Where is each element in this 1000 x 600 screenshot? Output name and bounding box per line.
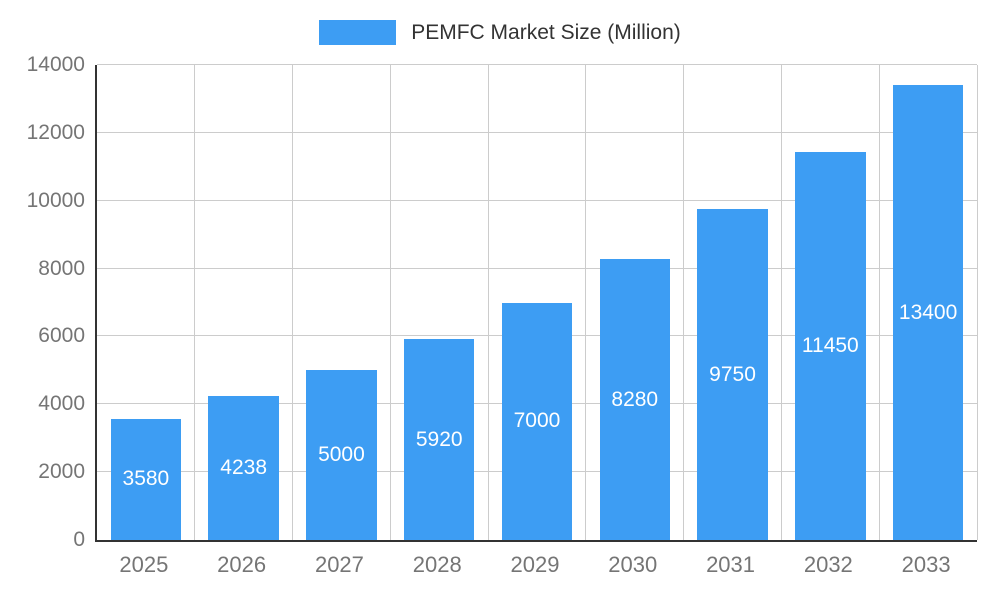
bar: 9750 [697,209,768,540]
legend-label: PEMFC Market Size (Million) [411,20,681,44]
y-tick-label: 4000 [38,392,85,416]
bar: 11450 [795,151,866,540]
bar: 3580 [110,418,182,540]
x-tick-label: 2029 [510,552,560,577]
y-tick-label: 2000 [38,460,85,484]
bar: 5920 [404,339,475,540]
bar-value-label: 13400 [898,300,958,324]
x-tick-label: 2032 [803,552,853,577]
bar-value-label: 9750 [709,362,756,386]
x-tick-label: 2033 [901,552,951,577]
bar-value-label: 5000 [318,443,365,467]
y-tick-label: 14000 [26,53,85,76]
y-tick-label: 10000 [26,188,85,212]
y-tick-label: 12000 [26,120,85,144]
y-tick-label: 0 [73,528,85,551]
bar-value-label: 5920 [415,427,463,451]
grid-line-v [389,65,391,540]
x-tick-label: 2027 [314,552,364,577]
x-tick-label: 2025 [119,552,169,577]
legend: PEMFC Market Size (Million) [0,20,1000,45]
grid-line-v [292,65,294,540]
grid-line-v [878,65,880,540]
grid-line-v [585,65,587,540]
bar-value-label: 7000 [513,409,561,433]
bar-value-label: 11450 [801,333,859,357]
y-tick-label: 8000 [38,256,85,280]
bar: 7000 [501,302,573,540]
x-tick-label: 2030 [608,552,658,577]
legend-swatch [319,20,397,45]
y-tick-label: 6000 [38,324,85,348]
grid-line-v [976,65,978,540]
bar: 4238 [208,396,279,540]
bar: 8280 [599,259,670,540]
grid-line-v [487,65,489,540]
x-axis: 2025 2026 2027 2028 2029 2030 2031 2032 2033 [95,552,975,582]
grid-line-h [97,64,977,65]
x-tick-label: 2031 [706,552,756,577]
grid-line-v [194,65,196,540]
x-tick-label: 2028 [412,552,462,577]
grid-line-h [97,199,977,201]
grid-line-v [683,65,685,540]
grid-line-h [97,131,977,133]
bar-value-label: 3580 [122,467,170,491]
bar: 13400 [892,85,964,540]
plot-area: 3580 4238 5000 5920 7000 8280 9750 11450 13400 [95,64,978,542]
bar-value-label: 8280 [611,387,659,411]
bar: 5000 [306,370,377,540]
y-axis: 0 2000 4000 6000 8000 10000 12000 14000 [0,53,85,551]
grid-line-v [780,65,782,540]
bar-value-label: 4238 [220,456,267,480]
x-tick-label: 2026 [217,552,267,577]
grid-line-h [97,267,977,269]
